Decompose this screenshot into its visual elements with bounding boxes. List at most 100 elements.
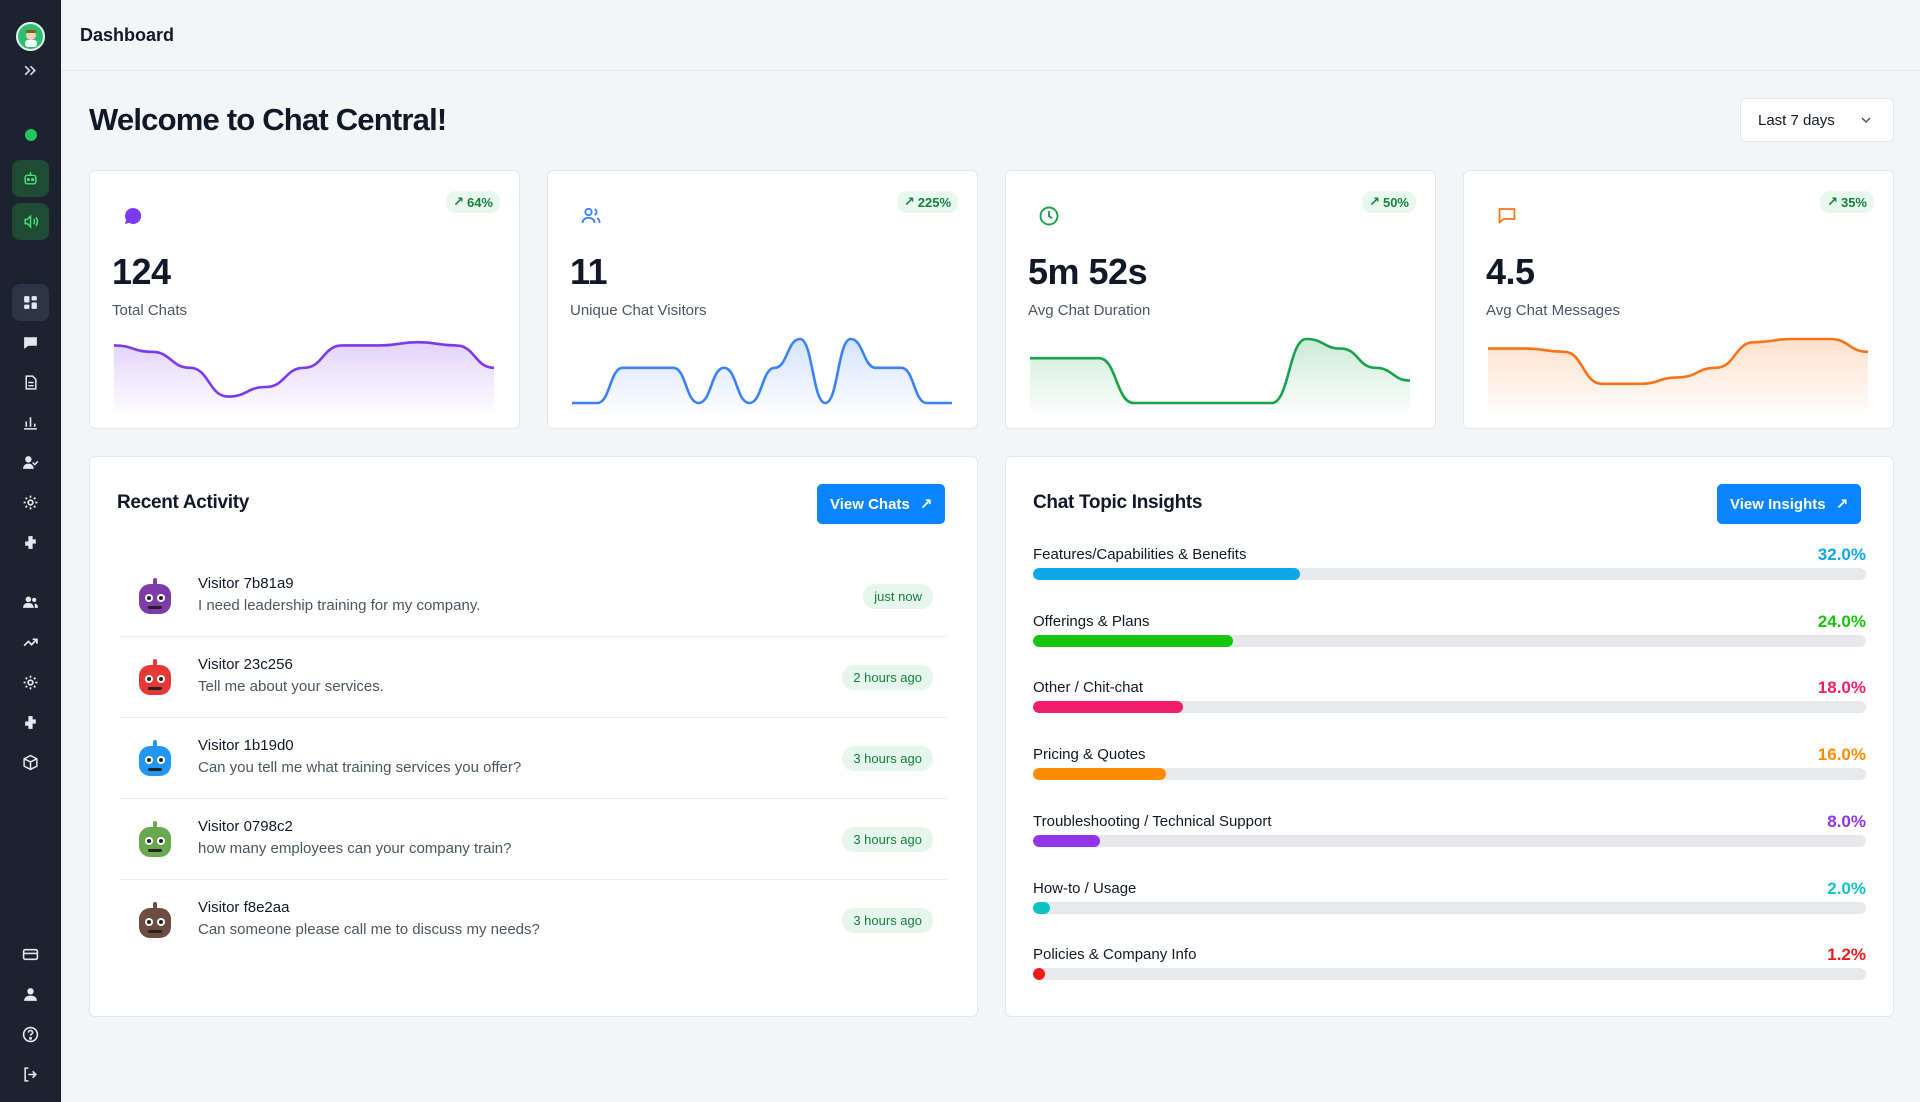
activity-row[interactable]: Visitor f8e2aa Can someone please call me… <box>119 880 947 961</box>
topic-name: Troubleshooting / Technical Support <box>1033 812 1272 830</box>
settings-secondary-icon[interactable] <box>12 664 49 701</box>
stat-label: Avg Chat Messages <box>1486 302 1620 319</box>
topic-name: Offerings & Plans <box>1033 612 1150 630</box>
profile-icon[interactable] <box>12 976 49 1013</box>
users-icon <box>581 207 601 224</box>
visitor-message: I need leadership training for my compan… <box>198 597 481 614</box>
chat-bubble-icon <box>125 207 142 224</box>
user-check-icon[interactable] <box>12 444 49 481</box>
sparkline-line <box>1488 337 1868 386</box>
arrow-up-right-icon: ↗ <box>1835 496 1849 513</box>
trend-up-icon: ↗ <box>1369 194 1380 209</box>
billing-icon[interactable] <box>12 936 49 973</box>
topic-progress-track <box>1033 901 1866 914</box>
visitor-name: Visitor 0798c2 <box>198 818 293 835</box>
topic-row: Policies & Company Info 1.2% <box>1033 945 1866 1006</box>
documents-icon[interactable] <box>12 364 49 401</box>
topic-row: Pricing & Quotes 16.0% <box>1033 745 1866 806</box>
topic-name: Features/Capabilities & Benefits <box>1033 546 1247 563</box>
view-insights-button[interactable]: View Insights ↗ <box>1717 484 1862 524</box>
sparkline-chart <box>572 337 952 411</box>
trend-badge: ↗ 225% <box>896 191 958 213</box>
topic-insights-title: Chat Topic Insights <box>1033 492 1203 513</box>
topic-percentage: 32.0% <box>1817 545 1866 564</box>
stat-label: Avg Chat Duration <box>1028 302 1151 319</box>
topic-progress-fill <box>1033 568 1300 580</box>
help-icon[interactable] <box>12 1016 49 1053</box>
topic-progress-fill <box>1033 768 1167 781</box>
topic-row: Other / Chit-chat 18.0% <box>1033 678 1866 739</box>
visitor-name: Visitor 7b81a9 <box>198 575 294 592</box>
topic-row: Offerings & Plans 24.0% <box>1033 612 1866 673</box>
page-title: Dashboard <box>80 25 175 45</box>
recent-activity-panel: Recent Activity View Chats ↗ Visitor 7b8… <box>89 456 978 1017</box>
stat-value: 5m 52s <box>1028 251 1148 292</box>
settings-icon[interactable] <box>12 484 49 521</box>
visitor-message: Tell me about your services. <box>198 678 384 695</box>
stat-card-avg-duration: ↗ 50% 5m 52s Avg Chat Duration <box>1005 170 1436 429</box>
view-chats-button[interactable]: View Chats ↗ <box>817 484 946 524</box>
visitor-avatar <box>139 578 171 614</box>
topic-percentage: 18.0% <box>1817 678 1866 698</box>
visitor-name: Visitor 1b19d0 <box>198 737 294 754</box>
stat-card-unique-visitors: ↗ 225% 11 Unique Chat Visitors <box>547 170 978 429</box>
topic-progress-track <box>1033 834 1866 847</box>
activity-row[interactable]: Visitor 23c256 Tell me about your service… <box>119 637 947 718</box>
trend-up-icon: ↗ <box>903 194 915 209</box>
sparkline-line <box>114 340 494 398</box>
logout-icon[interactable] <box>12 1056 49 1093</box>
activity-row[interactable]: Visitor 1b19d0 Can you tell me what train… <box>119 718 947 799</box>
topic-row: Troubleshooting / Technical Support 8.0% <box>1033 812 1866 873</box>
visitor-message: Can you tell me what training services y… <box>198 759 522 776</box>
voice-icon[interactable] <box>12 203 49 240</box>
topic-name: How-to / Usage <box>1033 879 1137 897</box>
sparkline-area <box>1030 339 1410 411</box>
analytics-icon[interactable] <box>12 404 49 441</box>
time-badge: 3 hours ago <box>842 827 933 852</box>
topic-progress-track <box>1033 568 1866 580</box>
topic-insights-panel: Chat Topic Insights View Insights ↗ Feat… <box>1005 456 1894 1017</box>
user-avatar[interactable] <box>16 22 45 51</box>
topic-percentage: 16.0% <box>1817 745 1866 765</box>
stat-label: Total Chats <box>112 302 188 319</box>
integrations-icon[interactable] <box>12 524 49 561</box>
bot-icon[interactable] <box>12 160 49 197</box>
chats-icon[interactable] <box>12 324 49 361</box>
sparkline-chart <box>114 340 494 411</box>
topic-progress-fill <box>1033 834 1100 847</box>
trending-icon[interactable] <box>12 624 49 661</box>
date-range-select[interactable]: Last 7 days <box>1740 98 1894 142</box>
sparkline-chart <box>1030 337 1410 411</box>
time-badge: 2 hours ago <box>842 665 933 690</box>
activity-row[interactable]: Visitor 7b81a9 I need leadership training… <box>119 556 947 637</box>
sparkline-area <box>1488 339 1868 411</box>
topic-percentage: 1.2% <box>1827 945 1866 965</box>
stat-card-total-chats: ↗ 64% 124 Total Chats <box>89 170 520 429</box>
trend-up-icon: ↗ <box>453 194 464 209</box>
stat-value: 11 <box>570 251 608 292</box>
topic-progress-fill <box>1033 968 1046 981</box>
visitor-name: Visitor 23c256 <box>198 656 293 673</box>
sparkline-line <box>1030 337 1410 405</box>
message-square-icon <box>1498 208 1516 224</box>
package-icon[interactable] <box>12 744 49 781</box>
stat-value: 124 <box>112 251 171 292</box>
time-badge: 3 hours ago <box>842 908 933 933</box>
plugins-icon[interactable] <box>12 704 49 741</box>
dashboard-icon[interactable] <box>12 284 49 321</box>
online-status-indicator <box>25 129 37 141</box>
arrow-up-right-icon: ↗ <box>919 496 933 513</box>
visitor-message: how many employees can your company trai… <box>198 840 512 857</box>
sparkline-area <box>114 342 494 411</box>
topic-name: Other / Chit-chat <box>1033 679 1144 697</box>
expand-sidebar-icon[interactable] <box>12 52 49 89</box>
date-range-value: Last 7 days <box>1758 111 1835 129</box>
team-icon[interactable] <box>12 584 49 621</box>
activity-row[interactable]: Visitor 0798c2 how many employees can you… <box>119 799 947 880</box>
visitor-avatar <box>139 902 171 938</box>
topic-progress-fill <box>1033 701 1183 714</box>
recent-activity-title: Recent Activity <box>117 492 250 513</box>
stat-card-avg-messages: ↗ 35% 4.5 Avg Chat Messages <box>1463 170 1894 429</box>
topic-row: How-to / Usage 2.0% <box>1033 879 1866 940</box>
trend-badge: ↗ 35% <box>1820 191 1874 213</box>
